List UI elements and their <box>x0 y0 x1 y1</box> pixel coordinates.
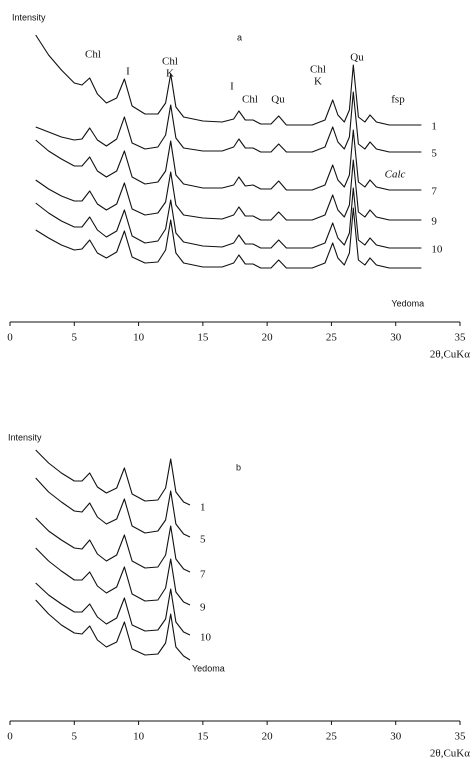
peak-label: I <box>126 66 130 78</box>
series-label: 10 <box>200 632 212 644</box>
x-tick-label: 0 <box>7 731 13 743</box>
trace <box>35 547 191 606</box>
peak-label: fsp <box>391 94 405 106</box>
series-label: 5 <box>431 148 437 160</box>
peak-label: Calc <box>385 169 406 181</box>
trace <box>35 477 191 538</box>
trace <box>35 34 422 126</box>
x-tick-label: 35 <box>455 332 467 344</box>
x-tick-label: 15 <box>197 731 209 743</box>
x-tick-label: 20 <box>262 731 274 743</box>
peak-label: Chl <box>242 94 258 106</box>
series-label: 1 <box>200 502 206 514</box>
x-tick-label: 20 <box>262 332 274 344</box>
x-tick-label: 10 <box>133 731 145 743</box>
y-axis-label: Intensity <box>12 12 46 22</box>
series-label: 9 <box>200 602 206 614</box>
x-tick-label: 30 <box>390 731 402 743</box>
panel-label: a <box>237 32 242 42</box>
x-tick-label: 25 <box>326 332 338 344</box>
x-tick-label: 0 <box>7 332 13 344</box>
trace <box>35 91 422 153</box>
series-label: 9 <box>431 216 437 228</box>
y-axis-label: Intensity <box>8 432 42 442</box>
x-tick-label: 5 <box>72 332 78 344</box>
x-tick-label: 25 <box>326 731 338 743</box>
x-tick-label: 35 <box>455 731 467 743</box>
panel-label: b <box>236 462 241 472</box>
peak-label: Qu <box>350 52 364 64</box>
trace <box>35 517 191 573</box>
peak-label: Chl <box>162 56 178 68</box>
trace <box>35 207 422 269</box>
peak-label: Qu <box>271 94 285 106</box>
series-label: Yedoma <box>391 298 424 308</box>
trace <box>35 599 191 661</box>
trace <box>35 582 191 636</box>
x-tick-label: 30 <box>390 332 402 344</box>
trace <box>35 159 422 221</box>
x-tick-label: 5 <box>72 731 78 743</box>
x-axis-label: 2θ,CuKα <box>430 748 470 760</box>
x-tick-label: 15 <box>197 332 209 344</box>
trace <box>35 129 422 191</box>
series-label: 7 <box>431 186 437 198</box>
x-tick-label: 10 <box>133 332 145 344</box>
series-label: 10 <box>431 244 443 256</box>
series-label: 7 <box>200 569 206 581</box>
peak-label: K <box>314 76 322 88</box>
peak-label: Chl <box>85 49 101 61</box>
series-label: Yedoma <box>192 663 225 673</box>
trace <box>35 187 422 249</box>
series-label: 5 <box>200 534 206 546</box>
peak-label: Chl <box>310 64 326 76</box>
series-label: 1 <box>431 121 437 133</box>
peak-label: K <box>166 68 174 80</box>
trace <box>35 449 191 506</box>
peak-label: I <box>230 81 234 93</box>
x-axis-label: 2θ,CuKα <box>430 349 470 361</box>
